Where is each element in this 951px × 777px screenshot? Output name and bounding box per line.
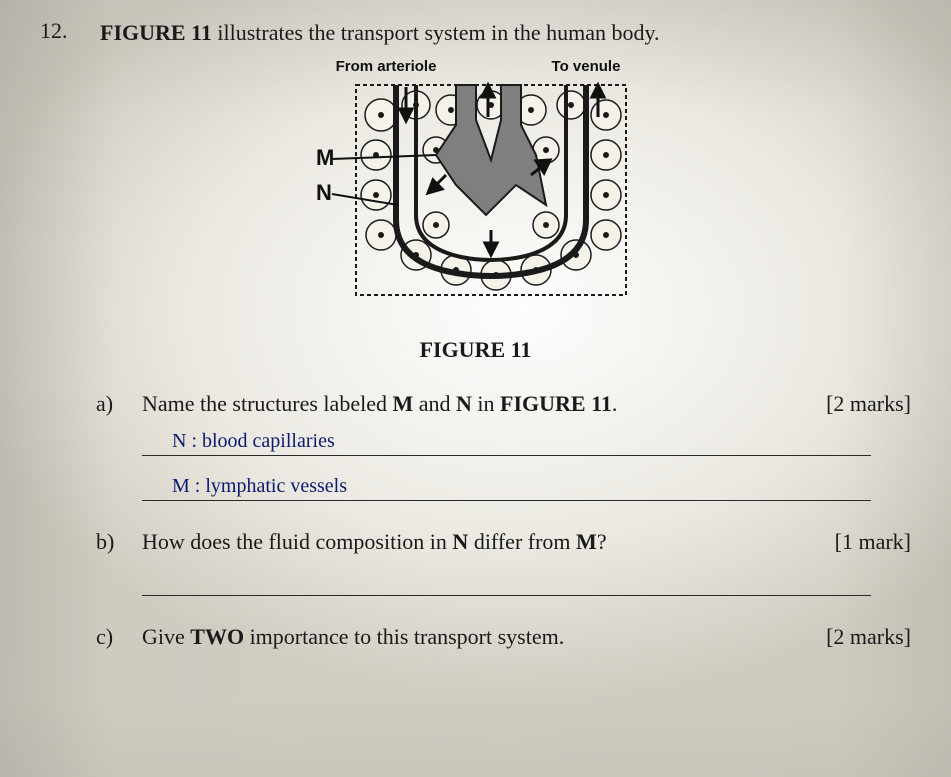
part-b: b) How does the fluid composition in N d… [40,529,911,555]
figure-wrap: From arteriole To venule [40,55,911,363]
question-stem: FIGURE 11 illustrates the transport syst… [100,18,660,49]
part-a-in: in [472,391,500,416]
part-b-mid: differ from [468,529,576,554]
part-a-answer-1: N : blood capillaries [142,430,335,453]
label-to-venule: To venule [551,58,620,75]
part-b-letter: b) [40,529,142,555]
part-a: a) Name the structures labeled M and N i… [40,391,911,417]
question-stem-row: 12. FIGURE 11 illustrates the transport … [40,18,911,49]
part-a-text: Name the structures labeled M and N in F… [142,391,806,417]
figure-caption: FIGURE 11 [286,337,666,363]
part-c-text: Give TWO importance to this transport sy… [142,624,806,650]
part-a-post: . [612,391,618,416]
part-b-text: How does the fluid composition in N diff… [142,529,815,555]
part-a-marks: [2 marks] [806,391,911,417]
part-c-letter: c) [40,624,142,650]
part-c-pre: Give [142,624,190,649]
question-stem-text: illustrates the transport system in the … [212,20,660,45]
part-a-pre: Name the structures labeled [142,391,392,416]
question-number: 12. [40,18,100,44]
label-from-arteriole: From arteriole [335,58,436,75]
part-b-pre: How does the fluid composition in [142,529,452,554]
part-a-N: N [456,391,472,416]
part-a-answer-2: M : lymphatic vessels [142,475,347,498]
label-N: N [316,180,332,205]
part-a-answer-line-1: N : blood capillaries [142,417,871,456]
part-c-marks: [2 marks] [806,624,911,650]
part-a-M: M [392,391,413,416]
part-b-N: N [452,529,468,554]
part-a-letter: a) [40,391,142,417]
part-b-M: M [576,529,597,554]
part-b-post: ? [597,529,607,554]
page-content: 12. FIGURE 11 illustrates the transport … [0,0,951,650]
figure-svg: From arteriole To venule [286,55,666,325]
tissue-block [356,85,626,295]
part-a-and: and [413,391,456,416]
question-stem-figref: FIGURE 11 [100,20,212,45]
part-c-two: TWO [190,624,244,649]
figure-box: From arteriole To venule [286,55,666,363]
part-c-post: importance to this transport system. [244,624,564,649]
part-a-answer-line-2: M : lymphatic vessels [142,462,871,501]
part-b-answer-line [142,555,871,596]
part-c: c) Give TWO importance to this transport… [40,624,911,650]
part-a-figref: FIGURE 11 [500,391,612,416]
part-b-marks: [1 mark] [815,529,911,555]
label-M: M [316,145,334,170]
